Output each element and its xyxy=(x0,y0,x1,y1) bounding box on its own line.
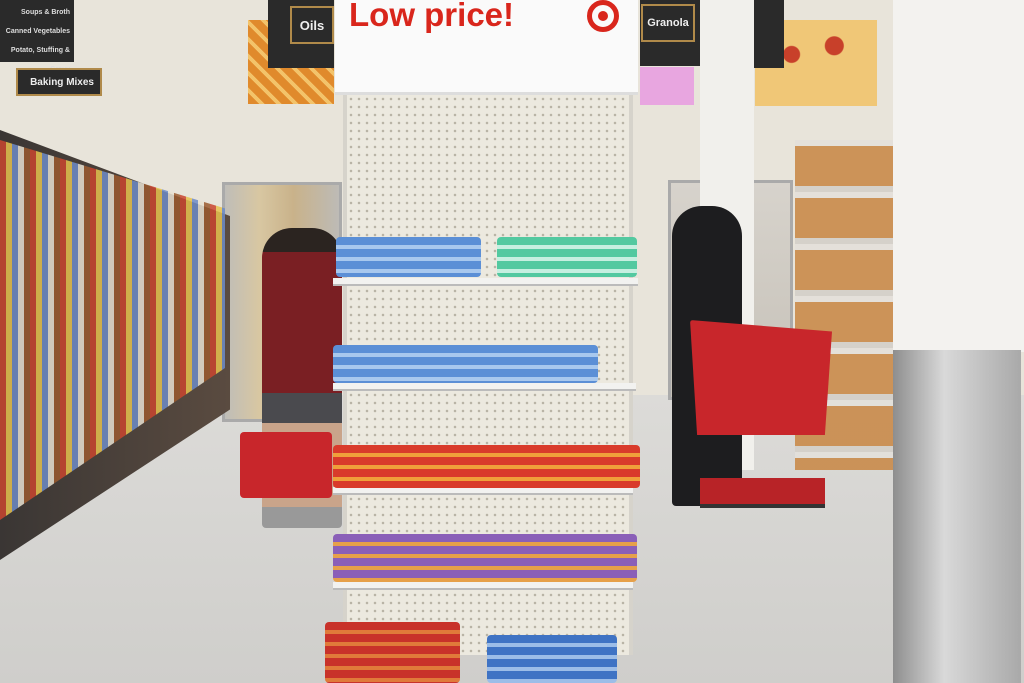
sign-soups: Soups & Broth xyxy=(21,9,70,16)
shelf-2 xyxy=(333,383,636,391)
sign-baking-mixes: Baking Mixes xyxy=(16,68,102,96)
product-blue-bags-2 xyxy=(333,345,598,383)
shelf-1 xyxy=(333,278,638,286)
sign-oils: Oils xyxy=(290,6,334,44)
product-green-bags xyxy=(497,237,637,277)
product-blue-bags-bottom xyxy=(487,635,617,683)
pink-banner xyxy=(640,67,694,105)
shelf-3 xyxy=(333,487,633,495)
pillar-right-base xyxy=(893,350,1021,683)
aisle-sign-left: Soups & Broth Canned Vegetables Potato, … xyxy=(0,0,74,73)
shelf-4 xyxy=(333,582,633,590)
product-red-bags-bottom xyxy=(325,622,460,683)
cart-base xyxy=(700,478,825,508)
sign-canned-vegetables: Canned Vegetables xyxy=(5,28,70,35)
sign-cereal-panel xyxy=(754,0,784,68)
product-blue-bags-1 xyxy=(336,237,481,277)
endcap-sign: Low price! xyxy=(335,0,638,95)
low-price-text: Low price! xyxy=(349,0,515,33)
product-red-bags xyxy=(333,445,640,488)
target-logo-icon xyxy=(587,0,619,32)
shopping-basket xyxy=(240,432,332,498)
shopping-cart xyxy=(690,320,832,435)
product-purple-bags xyxy=(333,534,637,582)
sign-granola: Granola xyxy=(641,4,695,42)
pillar-right xyxy=(893,0,1024,352)
